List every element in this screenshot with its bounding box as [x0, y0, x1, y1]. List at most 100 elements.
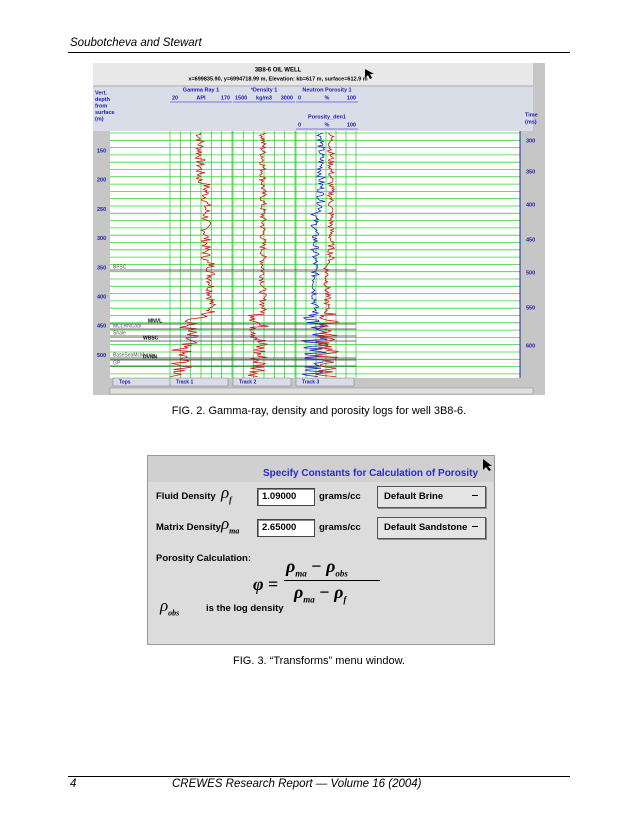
symbol: ρ [326, 556, 336, 576]
running-title: Soubotcheva and Stewart [70, 37, 202, 49]
depth-axis-label: from [95, 103, 107, 109]
dropdown-icon [472, 495, 478, 496]
depth-tick: 200 [97, 178, 106, 184]
figure-caption: FIG. 3. “Transforms” menu window. [233, 655, 405, 667]
depth-tick: 150 [97, 148, 106, 154]
matrix-input[interactable]: 2.65000 [257, 519, 315, 537]
time-tick: 450 [526, 237, 535, 243]
subscript: obs [168, 608, 180, 618]
formula-lhs: φ = [253, 574, 278, 595]
track-min: 0 [298, 122, 301, 128]
track-name: Neutron Porosity 1 [302, 87, 351, 93]
tab[interactable] [295, 377, 355, 387]
matrix-preset[interactable]: Default Sandstone [377, 517, 486, 539]
time-tick: 500 [526, 270, 535, 276]
porosity-dialog: Specify Constants for Calculation of Por… [147, 455, 495, 645]
time-axis-label: Time [525, 112, 538, 118]
matrix-symbol: ρma [221, 514, 239, 535]
dropdown-icon [472, 526, 478, 527]
depth-tick: 500 [97, 353, 106, 359]
fluid-preset[interactable]: Default Brine [377, 486, 486, 508]
depth-axis-label: (m) [95, 116, 104, 122]
track-name: Porosity_den1 [308, 114, 346, 120]
depth-tick: 250 [97, 207, 106, 213]
tab-label: Track 1 [176, 379, 193, 385]
scrollbar [109, 387, 534, 395]
depth-axis-label: surface [95, 110, 115, 116]
cursor [365, 69, 374, 79]
dialog-title: Specify Constants for Calculation of Por… [263, 468, 479, 479]
track-unit: % [325, 95, 330, 101]
time-axis-label: (ms) [525, 119, 537, 125]
track-max: 3000 [281, 95, 293, 101]
depth-axis-label: Vert. [95, 90, 107, 96]
symbol: ρ [221, 514, 230, 533]
tab[interactable] [232, 377, 292, 387]
formation-label: DVNN [143, 354, 158, 360]
input-value: 2.65000 [262, 522, 297, 533]
preset-value: Default Sandstone [384, 522, 468, 533]
depth-tick: 350 [97, 265, 106, 271]
footer-citation: CREWES Research Report — Volume 16 (2004… [172, 778, 422, 790]
track-name: Gamma Ray 1 [183, 87, 219, 93]
track-max: 100 [347, 122, 356, 128]
minus: − [319, 582, 330, 602]
symbol: ρ [160, 596, 169, 615]
symbol: ρ [334, 582, 344, 602]
subscript: f [343, 594, 347, 605]
formation-label: GP [113, 360, 121, 366]
calc-label: Porosity Calculation: [156, 553, 252, 564]
denominator: ρma − ρf [294, 582, 346, 605]
header-rule [68, 52, 570, 53]
footer-rule [68, 776, 570, 777]
fluid-label: Fluid Density [156, 491, 216, 502]
symbol: ρ [294, 582, 304, 602]
equals: = [268, 574, 279, 594]
depth-axis-label: depth [95, 97, 111, 103]
phi: φ [253, 574, 264, 594]
fluid-symbol: ρf [221, 483, 232, 504]
symbol: ρ [221, 483, 230, 502]
track-min: 1500 [235, 95, 247, 101]
fluid-input[interactable]: 1.09000 [257, 488, 315, 506]
formation-label: WBSC [143, 335, 159, 341]
subscript: ma [295, 568, 307, 579]
time-tick: 600 [526, 343, 535, 349]
preset-value: Default Brine [384, 491, 444, 502]
depth-tick: 400 [97, 294, 106, 300]
formation-label: MNVL [148, 318, 162, 324]
title-area [93, 63, 533, 85]
matrix-unit: grams/cc [319, 522, 361, 533]
fraction-bar [284, 580, 380, 581]
track-unit: kg/m3 [256, 95, 272, 101]
track-min: 0 [298, 95, 301, 101]
minus: − [311, 556, 322, 576]
well-title: 3B8-6 OIL WELL [255, 68, 302, 74]
tab[interactable] [169, 377, 229, 387]
fluid-unit: grams/cc [319, 491, 361, 502]
note-text: is the log density [206, 603, 284, 614]
depth-tick: 450 [97, 324, 106, 330]
subscript: ma [303, 594, 315, 605]
tab-label: Tops [119, 379, 131, 385]
track-unit: % [325, 122, 330, 128]
track-header [93, 87, 533, 131]
subscript: f [229, 495, 232, 505]
page-number: 4 [70, 778, 77, 790]
formation-label: BFSC [113, 264, 127, 270]
time-tick: 300 [526, 138, 535, 144]
numerator: ρma − ρobs [286, 556, 348, 579]
figure-caption: FIG. 2. Gamma-ray, density and porosity … [171, 405, 467, 417]
time-tick: 400 [526, 202, 535, 208]
track-name: *Density 1 [251, 87, 278, 93]
formation-label: BaseSeaMcMurray [113, 352, 156, 358]
depth-tick: 300 [97, 236, 106, 242]
subscript: obs [335, 568, 348, 579]
track-unit: API [196, 95, 206, 101]
dialog-title-bar [148, 456, 494, 482]
matrix-label: Matrix Density [156, 522, 221, 533]
plot-area [110, 131, 520, 378]
input-value: 1.09000 [262, 491, 297, 502]
track-min: 20 [172, 95, 178, 101]
